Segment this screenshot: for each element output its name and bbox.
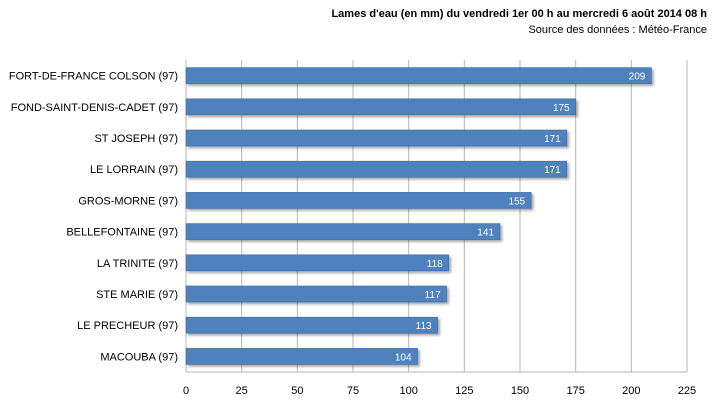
x-tick-label: 175	[566, 385, 584, 397]
category-label: MACOUBA (97)	[100, 351, 178, 363]
bar	[185, 348, 418, 365]
x-tick-label: 125	[455, 385, 473, 397]
bar	[185, 160, 568, 178]
category-label: FOND-SAINT-DENIS-CADET (97)	[11, 102, 178, 114]
bar	[185, 98, 576, 116]
bar-value-label: 171	[544, 134, 561, 145]
bar-value-label: 175	[553, 103, 570, 114]
bar-value-label: 117	[425, 290, 441, 301]
bar-value-label: 141	[477, 228, 494, 239]
bar	[185, 285, 447, 303]
bar-value-label: 118	[427, 259, 443, 270]
category-label: LE PRECHEUR (97)	[77, 320, 178, 332]
x-tick-label: 25	[236, 385, 248, 397]
bar-value-label: 209	[629, 72, 646, 83]
x-tick-label: 200	[622, 385, 640, 397]
chart-header: Lames d'eau (en mm) du vendredi 1er 00 h…	[331, 6, 707, 38]
bar	[185, 67, 652, 84]
bar-value-label: 155	[508, 196, 525, 207]
bar	[185, 316, 438, 334]
category-label: BELLEFONTAINE (97)	[66, 227, 178, 239]
bar	[185, 192, 532, 209]
x-tick-label: 150	[511, 385, 529, 397]
bars: 209 175 171 171 155 141 118 117 113 104	[185, 67, 652, 365]
bar-value-label: 171	[544, 165, 561, 176]
category-labels: FORT-DE-FRANCE COLSON (97) FOND-SAINT-DEN…	[9, 71, 178, 364]
bar	[185, 254, 450, 272]
x-tick-label: 50	[291, 385, 303, 397]
category-label: LA TRINITE (97)	[97, 258, 178, 270]
bar	[185, 129, 568, 147]
bar-value-label: 113	[416, 321, 432, 332]
x-tick-label: 100	[399, 385, 417, 397]
chart-title: Lames d'eau (en mm) du vendredi 1er 00 h…	[331, 8, 707, 20]
chart-subtitle: Source des données : Météo-France	[528, 24, 707, 36]
x-tick-label: 75	[347, 385, 359, 397]
category-label: ST JOSEPH (97)	[94, 133, 178, 145]
category-label: LE LORRAIN (97)	[90, 164, 178, 176]
category-label: FORT-DE-FRANCE COLSON (97)	[9, 71, 178, 83]
category-label: GROS-MORNE (97)	[78, 195, 178, 207]
category-label: STE MARIE (97)	[96, 289, 178, 301]
bar-value-label: 104	[395, 352, 412, 363]
bar	[185, 223, 501, 240]
x-tick-label: 225	[678, 385, 696, 397]
x-tick-label: 0	[183, 385, 189, 397]
